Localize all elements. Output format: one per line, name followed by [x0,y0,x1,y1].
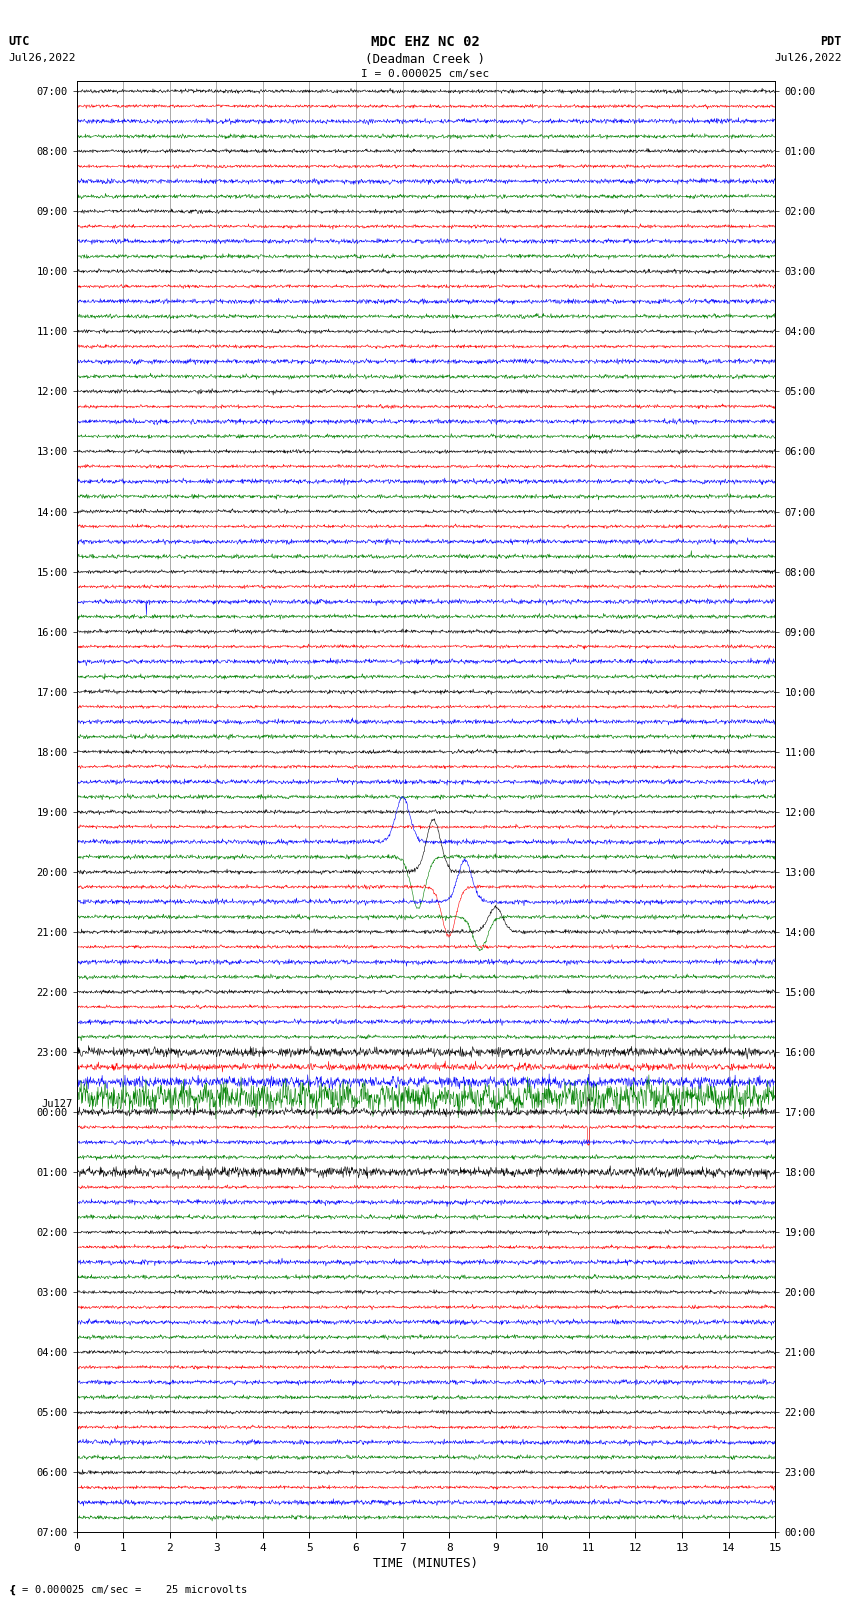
Text: $\mathbf{\{}$ = 0.000025 cm/sec =    25 microvolts: $\mathbf{\{}$ = 0.000025 cm/sec = 25 mic… [8,1584,248,1597]
Text: PDT: PDT [820,35,842,48]
Text: I = 0.000025 cm/sec: I = 0.000025 cm/sec [361,69,489,79]
Text: Ju127: Ju127 [42,1100,73,1110]
Text: Jul26,2022: Jul26,2022 [8,53,76,63]
X-axis label: TIME (MINUTES): TIME (MINUTES) [373,1557,479,1569]
Text: Jul26,2022: Jul26,2022 [774,53,842,63]
Text: UTC: UTC [8,35,30,48]
Text: MDC EHZ NC 02: MDC EHZ NC 02 [371,35,479,50]
Text: (Deadman Creek ): (Deadman Creek ) [365,53,485,66]
